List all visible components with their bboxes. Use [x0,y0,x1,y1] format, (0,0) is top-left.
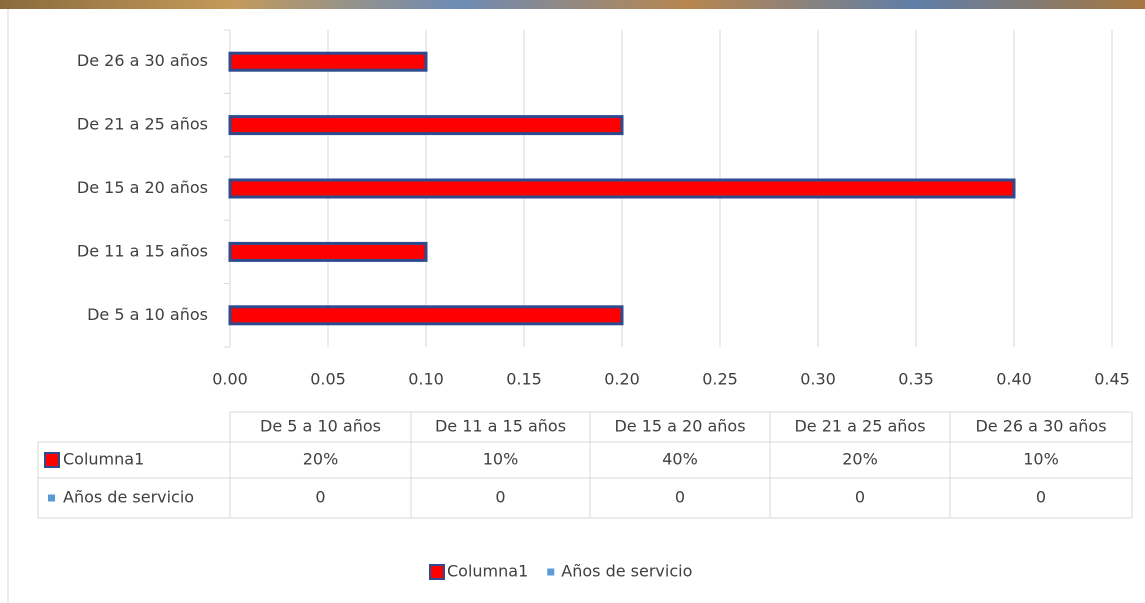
table-cell: 10% [483,450,519,469]
legend-label: Columna1 [447,562,528,581]
table-header: De 21 a 25 años [794,417,925,436]
table-cell: 0 [855,488,865,507]
y-tick-label: De 21 a 25 años [77,115,208,134]
legend-label: Años de servicio [561,562,692,581]
x-tick-label: 0.05 [310,370,346,389]
bar [230,243,426,260]
table-cell: 20% [842,450,878,469]
y-tick-label: De 11 a 15 años [77,241,208,260]
x-tick-label: 0.45 [1094,370,1130,389]
table-cell: 40% [662,450,698,469]
table-header: De 15 a 20 años [614,417,745,436]
header-image [0,0,1145,9]
table-series-name: Años de servicio [63,488,194,507]
x-tick-label: 0.20 [604,370,640,389]
x-tick-label: 0.35 [898,370,934,389]
bar [230,117,622,134]
chart: 0.00 0.05 0.10 0.15 0.20 0.25 0.30 0.35 0.40 0.45… [0,0,1145,603]
x-tick-label: 0.40 [996,370,1032,389]
x-tick-label: 0.00 [212,370,248,389]
bar [230,53,426,70]
table-cell: 10% [1023,450,1059,469]
legend-key [430,565,444,579]
table-cell: 0 [315,488,325,507]
y-tick-label: De 5 a 10 años [87,305,208,324]
table-cell: 20% [303,450,339,469]
x-tick-label: 0.10 [408,370,444,389]
y-tick-label: De 15 a 20 años [77,178,208,197]
legend-key [48,495,55,502]
table-header: De 11 a 15 años [435,417,566,436]
legend-key [547,569,554,576]
x-tick-label: 0.15 [506,370,542,389]
table-cell: 0 [495,488,505,507]
table-cell: 0 [1036,488,1046,507]
legend-key [45,453,59,467]
table-header: De 26 a 30 años [975,417,1106,436]
table-header: De 5 a 10 años [260,417,381,436]
x-tick-label: 0.30 [800,370,836,389]
bar [230,180,1014,197]
y-tick-label: De 26 a 30 años [77,51,208,70]
table-cell: 0 [675,488,685,507]
x-tick-label: 0.25 [702,370,738,389]
table-series-name: Columna1 [63,450,144,469]
bar [230,307,622,324]
